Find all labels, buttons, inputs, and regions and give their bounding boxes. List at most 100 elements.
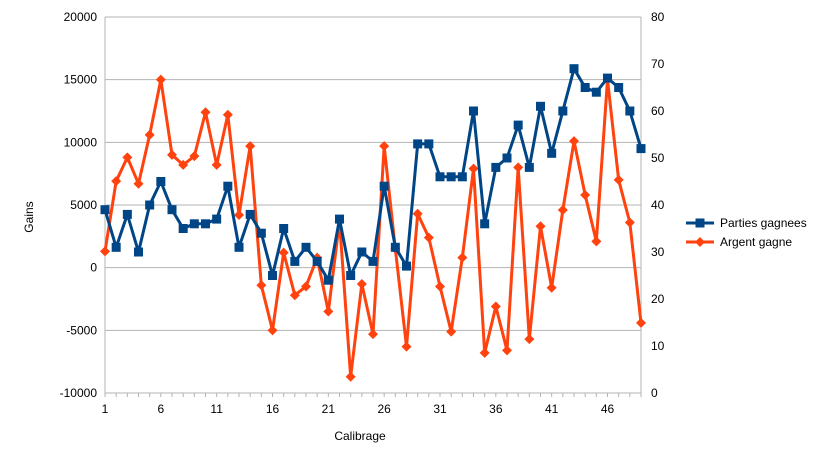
data-point: [613, 174, 624, 185]
data-point: [100, 205, 110, 215]
data-point: [479, 347, 490, 358]
data-point: [424, 139, 434, 149]
legend-label: Parties gagnees: [720, 216, 807, 230]
series-layer: [100, 64, 646, 382]
y2-tick-label: 0: [651, 386, 658, 400]
data-point: [212, 214, 222, 224]
data-point: [468, 163, 479, 174]
y-axis-title: Gains: [22, 201, 36, 232]
x-tick-label: 36: [489, 402, 503, 416]
data-point: [111, 176, 122, 187]
y-tick-label: -10000: [60, 386, 98, 400]
data-point: [267, 325, 278, 336]
data-point: [446, 326, 457, 337]
data-point: [535, 221, 546, 232]
data-point: [569, 64, 579, 74]
data-point: [625, 106, 635, 116]
data-point: [413, 139, 423, 149]
x-tick-label: 46: [601, 402, 615, 416]
x-tick-label: 16: [266, 402, 280, 416]
y-axis-left: -10000 -5000 0 5000 10000 15000 20000: [60, 10, 106, 400]
data-point: [480, 219, 490, 229]
data-point: [189, 219, 199, 229]
data-point: [211, 159, 222, 170]
data-point: [546, 282, 557, 293]
data-point: [580, 189, 591, 200]
data-point: [524, 162, 534, 172]
y-tick-label: 15000: [64, 73, 98, 87]
y-tick-label: 10000: [64, 135, 98, 149]
data-point: [222, 109, 233, 120]
data-point: [167, 205, 177, 215]
x-tick-label: 26: [377, 402, 391, 416]
data-point: [189, 151, 200, 162]
data-point: [390, 242, 400, 252]
x-tick-label: 31: [433, 402, 447, 416]
legend-item: Parties gagnees: [686, 216, 807, 230]
y-tick-label: 20000: [64, 10, 98, 24]
data-point: [591, 236, 602, 247]
data-point: [368, 329, 378, 340]
data-point: [335, 214, 344, 224]
data-point: [234, 210, 244, 221]
data-point: [301, 281, 311, 292]
data-point: [290, 256, 300, 266]
data-point: [111, 242, 121, 252]
data-point: [379, 141, 390, 152]
data-point: [256, 280, 267, 291]
data-point: [323, 306, 334, 317]
data-point: [558, 106, 568, 116]
data-point: [513, 162, 524, 173]
data-point: [368, 256, 378, 266]
data-point: [401, 341, 412, 352]
data-point: [268, 271, 277, 280]
data-point: [178, 224, 188, 233]
y2-tick-label: 80: [651, 10, 665, 24]
x-axis: 1 6 11 16 21 26 31 36 41 46: [102, 393, 642, 416]
data-point: [134, 247, 143, 257]
data-point: [133, 178, 144, 189]
data-point: [614, 83, 624, 92]
y2-tick-label: 10: [651, 339, 665, 353]
data-point: [167, 149, 177, 160]
data-point: [245, 141, 256, 152]
data-point: [312, 256, 322, 266]
series-argent-gagne: [100, 74, 646, 382]
y2-tick-label: 20: [651, 292, 665, 306]
data-point: [279, 224, 289, 233]
data-point: [289, 290, 300, 301]
data-point: [379, 181, 389, 191]
y2-tick-label: 50: [651, 151, 665, 165]
y2-tick-label: 60: [651, 104, 665, 118]
data-point: [245, 209, 255, 219]
data-point: [446, 172, 456, 182]
data-point: [345, 371, 356, 382]
data-point: [256, 228, 266, 238]
data-point: [524, 334, 535, 345]
data-point: [357, 247, 367, 257]
legend-label: Argent gagne: [720, 235, 792, 249]
y2-tick-label: 70: [651, 57, 665, 71]
data-point: [155, 74, 166, 85]
y-tick-label: -5000: [66, 323, 97, 337]
data-point: [234, 242, 244, 252]
series-line: [103, 67, 643, 282]
data-point: [156, 177, 166, 186]
y-tick-label: 0: [90, 261, 97, 275]
data-point: [301, 242, 311, 252]
data-point: [435, 281, 445, 292]
data-point: [457, 172, 467, 182]
legend-item: Argent gagne: [686, 235, 792, 249]
series-parties-gagnees: [100, 64, 646, 285]
data-point: [435, 172, 445, 182]
data-point: [469, 106, 478, 116]
data-point: [547, 148, 557, 158]
data-point: [100, 246, 110, 257]
data-point: [502, 153, 512, 163]
data-point: [569, 136, 579, 147]
data-point: [402, 261, 411, 271]
x-tick-label: 1: [102, 402, 109, 416]
data-point: [636, 144, 646, 154]
y2-tick-label: 30: [651, 245, 665, 259]
